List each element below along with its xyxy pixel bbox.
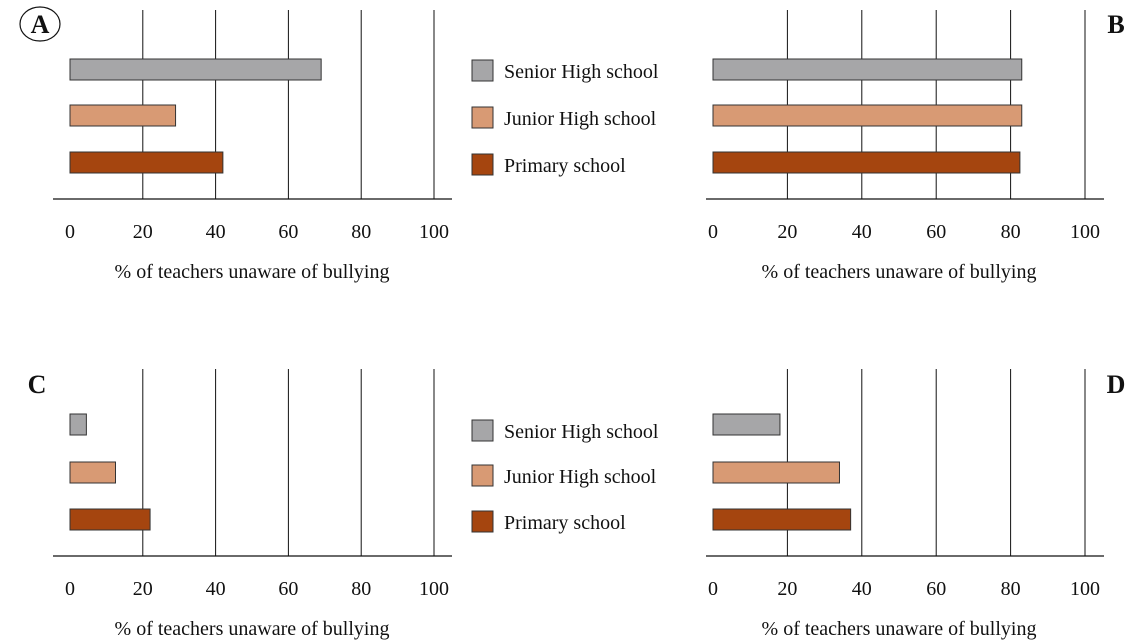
legend-label-primary-school: Primary school — [504, 155, 626, 177]
x-axis-label: % of teachers unaware of bullying — [115, 618, 390, 640]
x-tick-label: 60 — [926, 221, 946, 243]
x-tick-label: 0 — [65, 578, 75, 600]
x-tick-label: 100 — [419, 221, 449, 243]
x-tick-label: 100 — [1070, 578, 1100, 600]
legend: Senior High school Junior High school Prim… — [471, 59, 659, 177]
panel-label: D — [1107, 370, 1126, 399]
chart-panels: 0 20 40 60 80 100 % of teachers unaware of bul… — [19, 6, 1125, 640]
x-tick-label: 0 — [708, 578, 718, 600]
x-tick-label: 80 — [351, 578, 371, 600]
x-tick-label: 20 — [133, 578, 153, 600]
legend-swatch-junior-high-school — [471, 106, 494, 129]
bar-senior-high-school — [69, 58, 322, 81]
x-tick-label: 40 — [852, 221, 872, 243]
bar-primary-school — [712, 151, 1021, 174]
legend-label-junior-high-school: Junior High school — [504, 466, 657, 488]
legend-swatch-primary-school — [471, 153, 494, 176]
panel-label: B — [1107, 10, 1124, 39]
legend-swatch-primary-school — [471, 510, 494, 533]
x-tick-label: 80 — [351, 221, 371, 243]
panel-c: 0 20 40 60 80 100 % of teachers unaware of bul… — [28, 369, 452, 640]
panel-b: 0 20 40 60 80 100 % of teachers unaware of bul… — [706, 10, 1125, 283]
legend-swatch-senior-high-school — [471, 419, 494, 442]
panel-d: 0 20 40 60 80 100 % of teachers unaware of bul… — [706, 369, 1125, 640]
panel-label-circle — [19, 6, 61, 42]
x-tick-label: 60 — [278, 578, 298, 600]
bar-primary-school — [69, 151, 224, 174]
panel-label: C — [28, 370, 47, 399]
bar-primary-school — [69, 508, 151, 531]
bar-senior-high-school — [712, 413, 781, 436]
panel-a: 0 20 40 60 80 100 % of teachers unaware of bul… — [19, 6, 452, 283]
panel-label: A — [31, 10, 50, 39]
legends: Senior High school Junior High school Prim… — [471, 59, 659, 534]
x-axis-label: % of teachers unaware of bullying — [762, 261, 1037, 283]
x-tick-label: 0 — [65, 221, 75, 243]
x-tick-label: 80 — [1001, 578, 1021, 600]
x-tick-label: 100 — [419, 578, 449, 600]
legend-label-senior-high-school: Senior High school — [504, 421, 659, 443]
x-tick-label: 100 — [1070, 221, 1100, 243]
legend-label-primary-school: Primary school — [504, 512, 626, 534]
legend-label-senior-high-school: Senior High school — [504, 61, 659, 83]
x-axis-label: % of teachers unaware of bullying — [762, 618, 1037, 640]
bar-senior-high-school — [712, 58, 1023, 81]
x-tick-label: 40 — [206, 221, 226, 243]
legend-swatch-junior-high-school — [471, 464, 494, 487]
bar-junior-high-school — [712, 461, 840, 484]
x-tick-label: 60 — [278, 221, 298, 243]
x-tick-label: 0 — [708, 221, 718, 243]
x-tick-label: 20 — [777, 578, 797, 600]
x-tick-label: 80 — [1001, 221, 1021, 243]
legend-swatch-senior-high-school — [471, 59, 494, 82]
x-axis-label: % of teachers unaware of bullying — [115, 261, 390, 283]
legend-label-junior-high-school: Junior High school — [504, 108, 657, 130]
legend: Senior High school Junior High school Prim… — [471, 419, 659, 534]
x-tick-label: 20 — [777, 221, 797, 243]
bar-junior-high-school — [69, 104, 177, 127]
bar-primary-school — [712, 508, 852, 531]
x-tick-label: 40 — [206, 578, 226, 600]
x-tick-label: 20 — [133, 221, 153, 243]
bar-junior-high-school — [712, 104, 1023, 127]
bar-junior-high-school — [69, 461, 116, 484]
bar-senior-high-school — [69, 413, 87, 436]
x-tick-label: 60 — [926, 578, 946, 600]
x-tick-label: 40 — [852, 578, 872, 600]
